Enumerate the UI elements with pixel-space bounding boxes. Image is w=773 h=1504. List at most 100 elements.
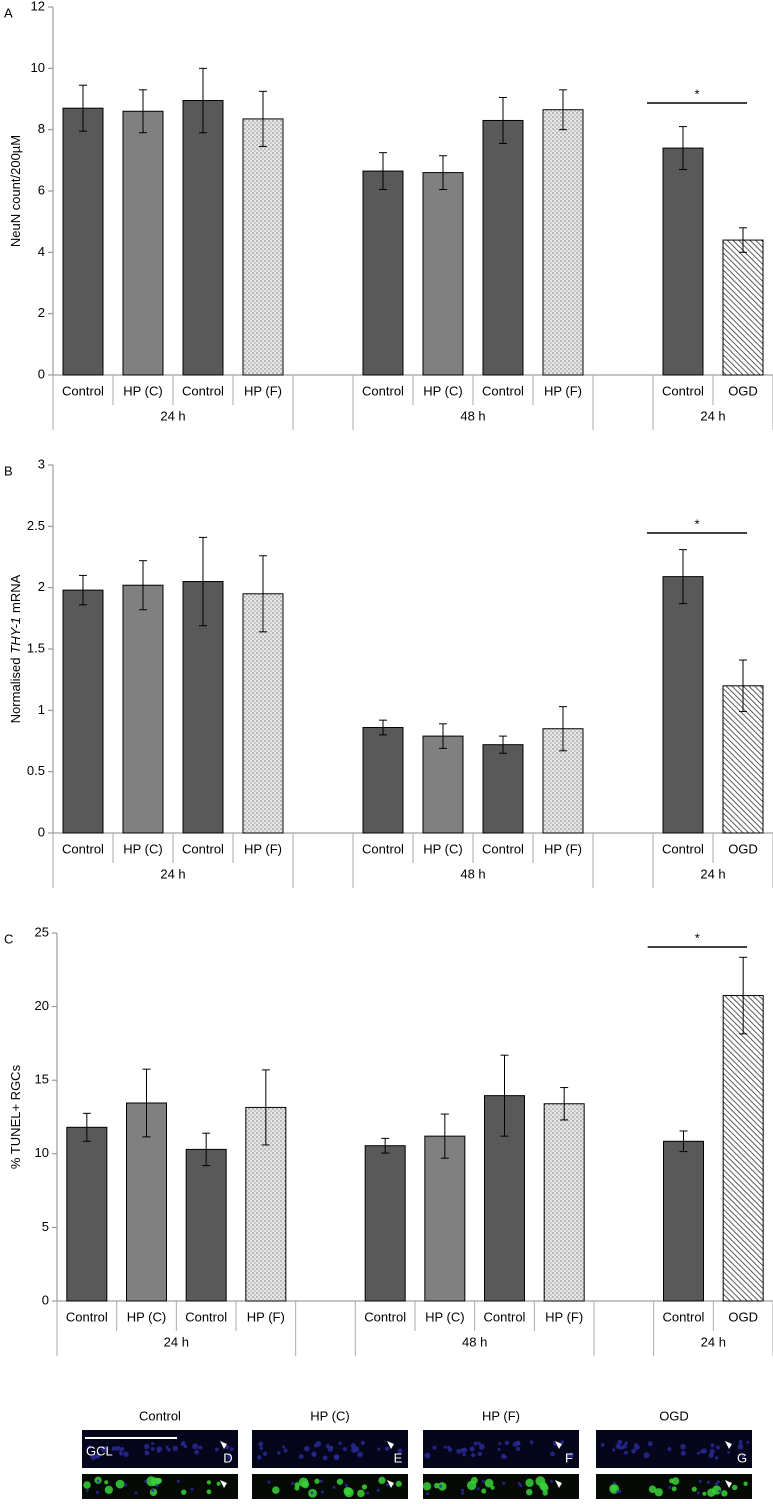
- nucleus: [461, 1491, 465, 1495]
- nucleus: [618, 1489, 622, 1493]
- cell-signal: [206, 1480, 212, 1485]
- cell-signal: [206, 1489, 212, 1495]
- y-tick-label: 0: [38, 366, 45, 381]
- nucleus: [439, 1484, 443, 1488]
- y-axis-label: NeuN count/200µM: [8, 135, 23, 247]
- nucleus: [332, 1485, 336, 1489]
- error-bar: [739, 659, 747, 713]
- nucleus: [473, 1441, 478, 1446]
- cell-signal: [541, 1484, 549, 1492]
- nucleus: [622, 1444, 628, 1449]
- cell-signal: [542, 1490, 548, 1496]
- nucleus: [698, 1479, 702, 1483]
- nucleus: [277, 1451, 281, 1455]
- y-axis-label: Normalised THY-1 mRNA: [8, 574, 23, 723]
- nucleus: [696, 1491, 700, 1495]
- y-tick-label: 12: [31, 0, 45, 13]
- nucleus: [95, 1454, 100, 1459]
- nucleus: [156, 1446, 163, 1452]
- nucleus: [504, 1440, 510, 1446]
- arrowhead: [555, 1480, 562, 1488]
- nucleus: [180, 1442, 185, 1447]
- nucleus: [95, 1490, 99, 1494]
- bar: [364, 1145, 406, 1302]
- nucleus: [550, 1451, 555, 1457]
- nucleus: [447, 1445, 451, 1449]
- nucleus: [322, 1455, 328, 1461]
- x-tick-label: OGD: [728, 1309, 758, 1324]
- micrograph-letter: F: [565, 1450, 573, 1465]
- y-tick-label: 4: [38, 244, 45, 259]
- error-bar: [381, 1137, 390, 1154]
- cell-signal: [422, 1482, 432, 1491]
- cell-signal: [671, 1486, 677, 1492]
- nucleus: [192, 1443, 199, 1450]
- nucleus: [282, 1445, 286, 1449]
- cell-signal: [466, 1480, 477, 1491]
- nucleus: [612, 1481, 616, 1485]
- nucleus: [567, 1454, 571, 1458]
- nucleus: [709, 1448, 715, 1454]
- error-bar: [679, 549, 687, 605]
- panel-label: B: [4, 463, 13, 478]
- nucleus: [529, 1440, 534, 1445]
- group-label: 24 h: [164, 1334, 189, 1349]
- y-tick-label: 2.5: [27, 518, 45, 533]
- error-bar: [559, 706, 567, 752]
- x-tick-label: Control: [662, 383, 704, 398]
- nucleus: [262, 1451, 268, 1457]
- x-tick-label: Control: [66, 1309, 108, 1324]
- bar: [62, 107, 104, 376]
- error-bar: [559, 89, 567, 131]
- cell-signal: [481, 1488, 487, 1494]
- nucleus: [85, 1489, 89, 1493]
- nucleus: [600, 1442, 605, 1447]
- nucleus: [515, 1446, 521, 1452]
- cell-signal: [535, 1476, 546, 1487]
- nucleus: [715, 1445, 721, 1450]
- group-label: 24 h: [700, 408, 725, 423]
- bar: [122, 110, 164, 376]
- nucleus: [741, 1454, 746, 1459]
- group-label: 48 h: [462, 1334, 487, 1349]
- nucleus: [624, 1450, 628, 1455]
- nucleus: [350, 1443, 356, 1449]
- x-tick-label: HP (F): [247, 1309, 285, 1324]
- nucleus: [190, 1487, 194, 1491]
- nucleus: [667, 1446, 672, 1452]
- nucleus: [376, 1488, 380, 1492]
- panel-label: C: [4, 931, 13, 946]
- nucleus: [312, 1453, 317, 1458]
- y-tick-label: 6: [38, 182, 45, 197]
- x-tick-label: Control: [182, 383, 224, 398]
- nucleus: [481, 1479, 485, 1483]
- bar: [242, 593, 284, 834]
- nucleus: [716, 1480, 720, 1484]
- bar: [424, 1135, 466, 1302]
- x-tick-label: Control: [482, 841, 524, 856]
- micrograph-top: [423, 1430, 579, 1468]
- nucleus: [321, 1490, 325, 1494]
- nucleus: [144, 1450, 150, 1456]
- cell-signal: [83, 1481, 91, 1489]
- y-tick-label: 5: [42, 1219, 49, 1234]
- nucleus: [267, 1480, 271, 1484]
- bar: [362, 727, 404, 834]
- cell-signal: [314, 1478, 320, 1484]
- error-bar: [739, 956, 748, 1035]
- y-axis-label-part: % TUNEL+ RGCs: [8, 1064, 23, 1169]
- nucleus: [338, 1441, 342, 1446]
- x-tick-label: Control: [663, 1309, 705, 1324]
- x-tick-label: HP (C): [425, 1309, 464, 1324]
- nucleus: [634, 1442, 638, 1447]
- cell-signal: [721, 1490, 728, 1497]
- panel-label: A: [4, 5, 13, 20]
- error-bar: [259, 555, 267, 633]
- x-tick-label: Control: [482, 383, 524, 398]
- cell-signal: [654, 1488, 663, 1497]
- nucleus: [87, 1445, 92, 1450]
- cell-signal: [525, 1478, 534, 1488]
- bar: [66, 1126, 108, 1302]
- cell-signal: [272, 1486, 280, 1494]
- group-label: 48 h: [460, 408, 485, 423]
